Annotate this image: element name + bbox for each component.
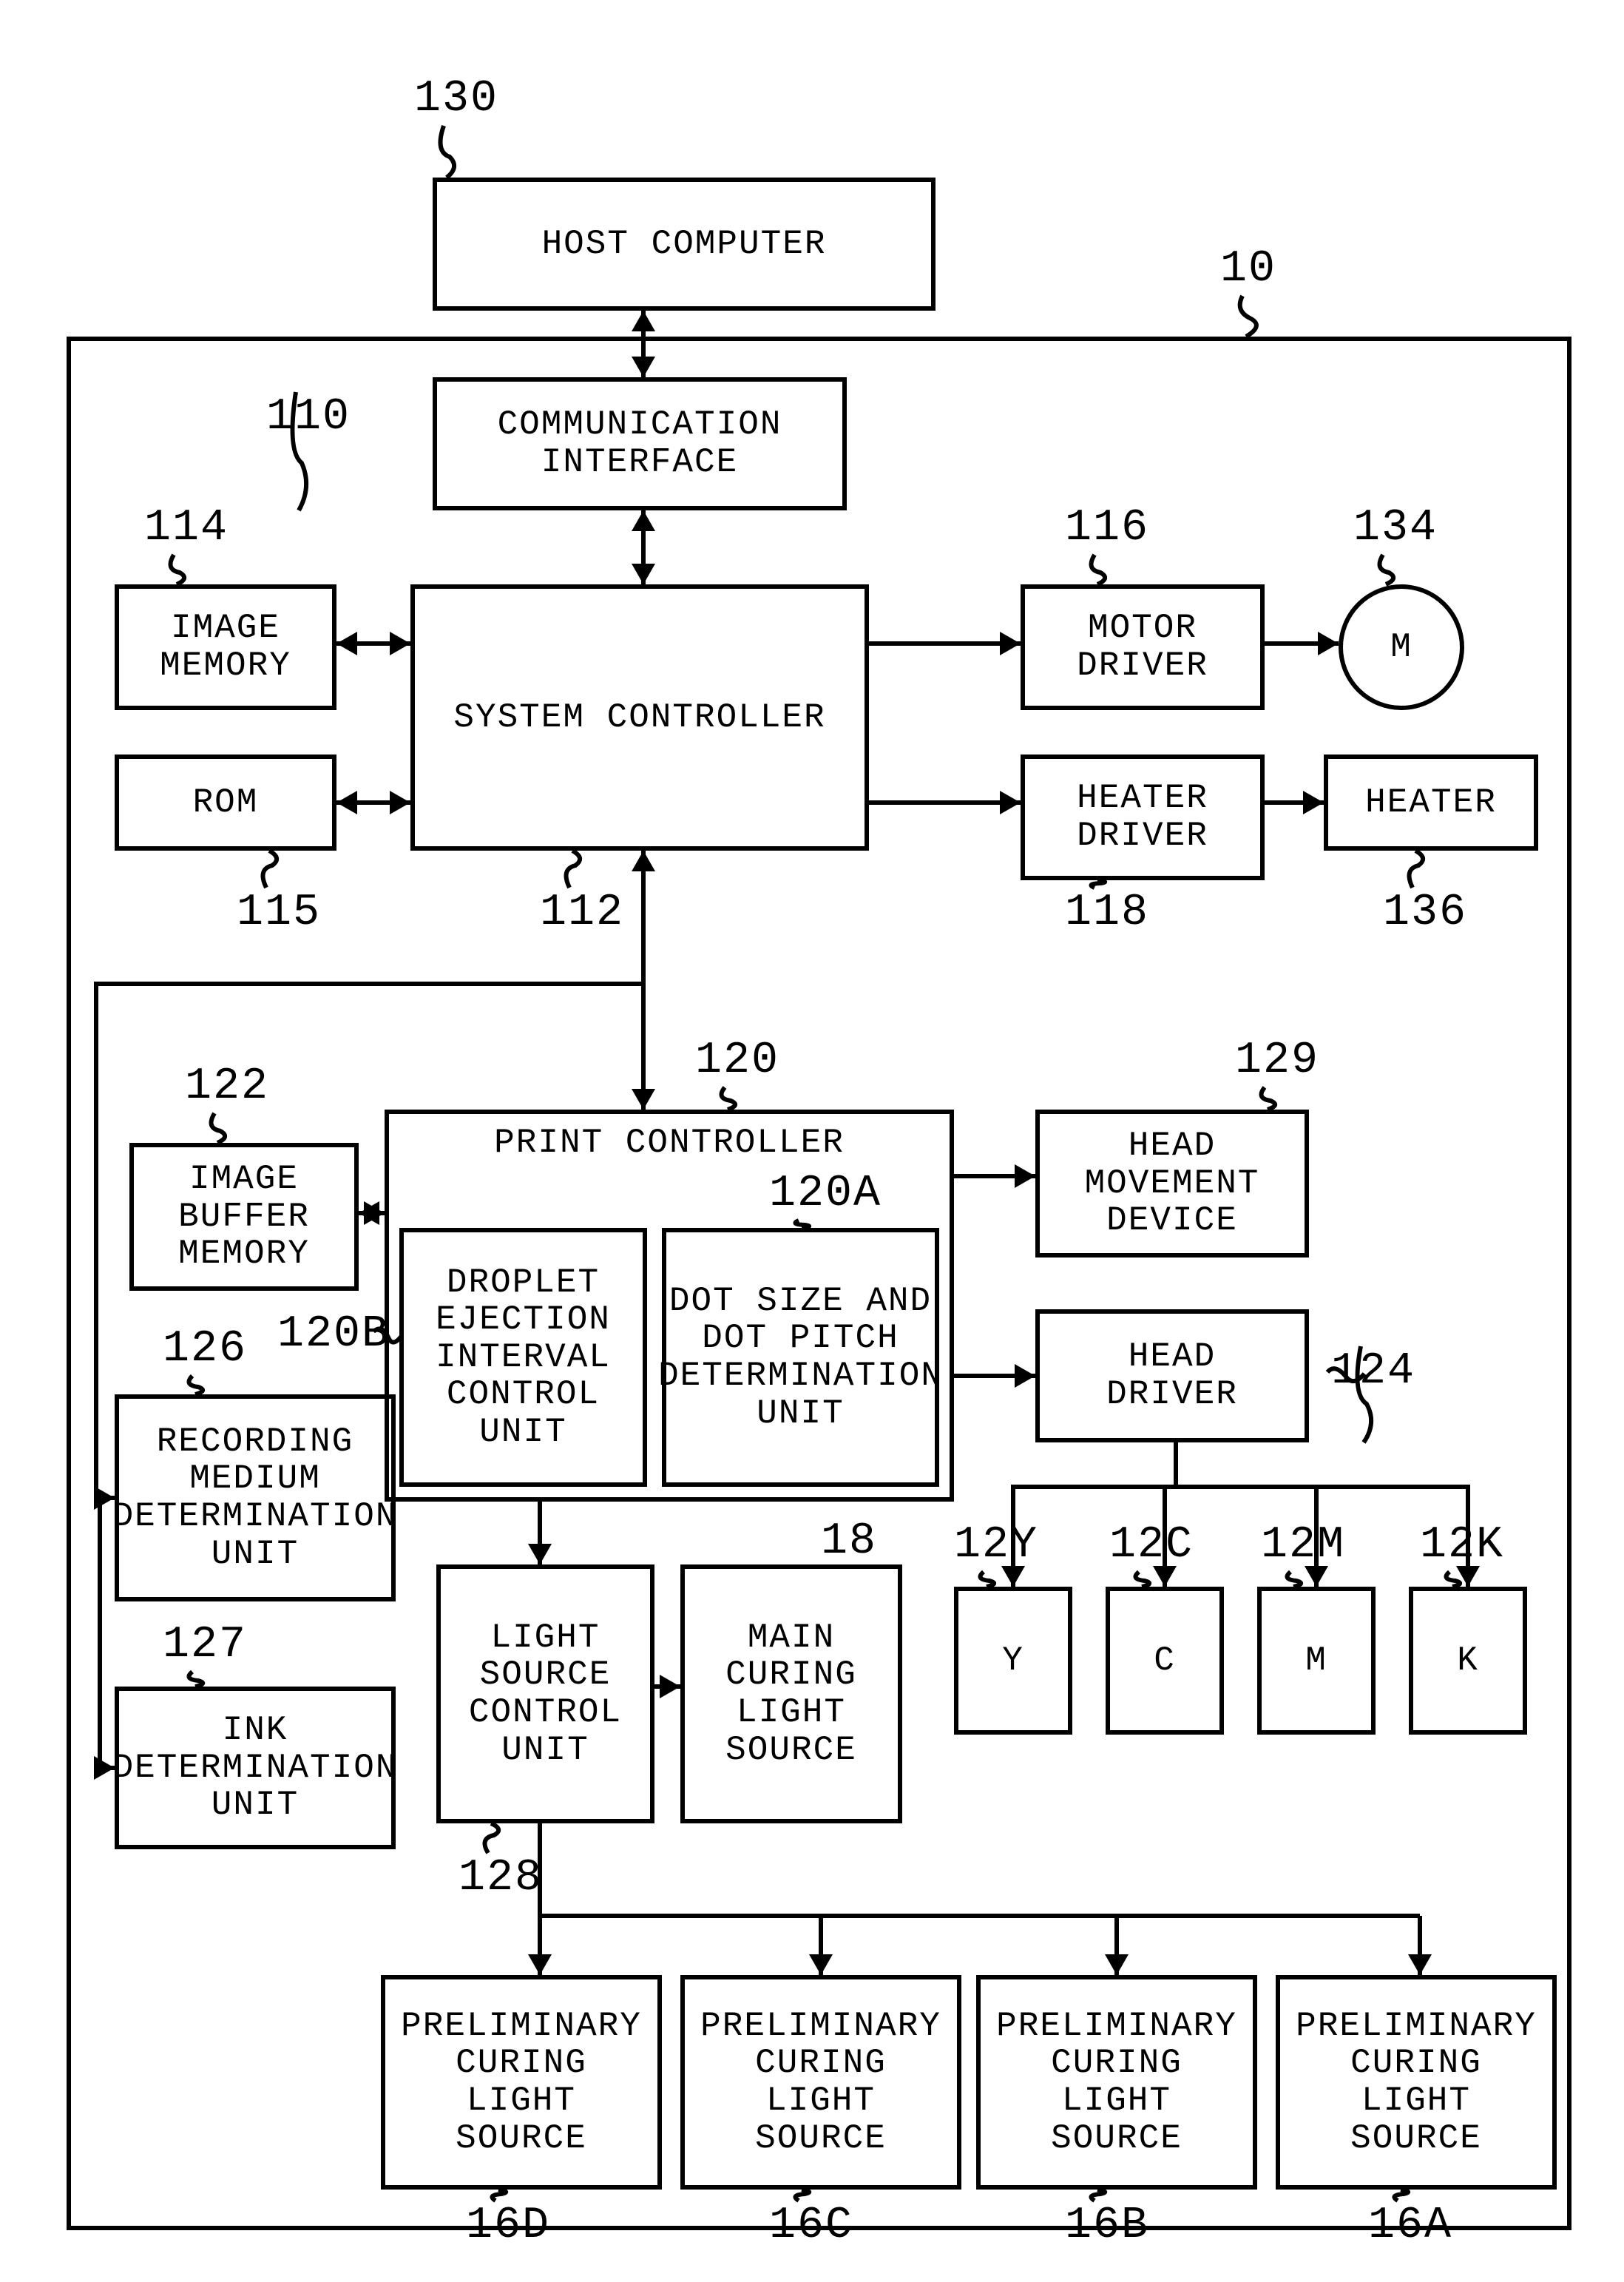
ref-label-head_c: 12C <box>1109 1520 1194 1570</box>
ref-label-droplet_unit: 120B <box>277 1309 390 1360</box>
block-head_k: K <box>1409 1587 1527 1735</box>
block-text-prelim_b: PRELIMINARYCURINGLIGHTSOURCE <box>996 2008 1237 2157</box>
ref-label-prelim_c: 16C <box>769 2201 853 2251</box>
block-text-prelim_a: PRELIMINARYCURINGLIGHTSOURCE <box>1296 2008 1537 2157</box>
ref-label-head_driver: 124 <box>1331 1346 1415 1397</box>
block-head_driver: HEADDRIVER <box>1035 1309 1309 1442</box>
block-text-light_src_ctrl: LIGHTSOURCECONTROLUNIT <box>469 1619 622 1769</box>
block-text-head_c: C <box>1154 1642 1176 1680</box>
block-text-image_buffer: IMAGEBUFFERMEMORY <box>178 1161 310 1273</box>
block-text-head_movement: HEADMOVEMENTDEVICE <box>1085 1127 1260 1240</box>
block-head_movement: HEADMOVEMENTDEVICE <box>1035 1110 1309 1258</box>
block-text-rom: ROM <box>193 784 259 822</box>
block-prelim_c: PRELIMINARYCURINGLIGHTSOURCE <box>680 1975 961 2190</box>
ref-label-heater_driver: 118 <box>1065 888 1149 938</box>
block-text-main_curing: MAINCURINGLIGHTSOURCE <box>725 1619 857 1769</box>
ref-label-heater: 136 <box>1383 888 1467 938</box>
block-text-head_k: K <box>1457 1642 1479 1680</box>
ref-label-head_k: 12K <box>1420 1520 1504 1570</box>
ref-label-comm_interface: 110 <box>266 392 351 442</box>
ref-label-print_controller: 120 <box>695 1036 779 1086</box>
block-text-droplet_unit: DROPLETEJECTIONINTERVALCONTROLUNIT <box>436 1264 611 1451</box>
block-light_src_ctrl: LIGHTSOURCECONTROLUNIT <box>436 1564 654 1823</box>
ref-label-prelim_b: 16B <box>1065 2201 1149 2251</box>
block-ink_unit: INKDETERMINATIONUNIT <box>115 1687 396 1849</box>
ref-label-image_buffer: 122 <box>185 1061 269 1112</box>
ref-label-outer: 10 <box>1220 244 1276 294</box>
block-text-comm_interface: COMMUNICATIONINTERFACE <box>498 406 782 481</box>
ref-label-motor_driver: 116 <box>1065 503 1149 553</box>
block-heater: HEATER <box>1324 755 1538 851</box>
block-heater_driver: HEATERDRIVER <box>1021 755 1265 880</box>
block-text-head_y: Y <box>1002 1642 1024 1680</box>
block-text-heater: HEATER <box>1365 784 1497 822</box>
block-prelim_d: PRELIMINARYCURINGLIGHTSOURCE <box>381 1975 662 2190</box>
block-text-heater_driver: HEATERDRIVER <box>1077 780 1208 854</box>
block-text-system_controller: SYSTEM CONTROLLER <box>453 699 825 737</box>
block-text-image_memory: IMAGEMEMORY <box>160 610 291 684</box>
block-head_c: C <box>1106 1587 1224 1735</box>
block-image_buffer: IMAGEBUFFERMEMORY <box>129 1143 359 1291</box>
block-main_curing: MAINCURINGLIGHTSOURCE <box>680 1564 902 1823</box>
block-dot_unit: DOT SIZE ANDDOT PITCHDETERMINATIONUNIT <box>662 1228 939 1487</box>
block-text-print_controller: PRINT CONTROLLER <box>494 1124 845 1162</box>
block-motor: M <box>1339 584 1464 710</box>
block-head_m: M <box>1257 1587 1376 1735</box>
block-rec_medium_unit: RECORDINGMEDIUMDETERMINATIONUNIT <box>115 1394 396 1601</box>
ref-label-host_computer: 130 <box>414 74 498 124</box>
block-text-motor: M <box>1390 629 1412 666</box>
block-rom: ROM <box>115 755 336 851</box>
block-system_controller: SYSTEM CONTROLLER <box>410 584 869 851</box>
ref-label-system_controller: 112 <box>540 888 624 938</box>
ref-label-head_m: 12M <box>1261 1520 1345 1570</box>
block-text-motor_driver: MOTORDRIVER <box>1077 610 1208 684</box>
block-head_y: Y <box>954 1587 1072 1735</box>
block-text-head_driver: HEADDRIVER <box>1106 1338 1238 1413</box>
ref-label-prelim_d: 16D <box>466 2201 550 2251</box>
ref-label-light_src_ctrl: 128 <box>459 1853 543 1903</box>
ref-label-head_y: 12Y <box>954 1520 1038 1570</box>
ref-label-prelim_a: 16A <box>1368 2201 1452 2251</box>
block-text-ink_unit: INKDETERMINATIONUNIT <box>113 1712 398 1824</box>
block-host_computer: HOST COMPUTER <box>433 178 936 311</box>
block-prelim_b: PRELIMINARYCURINGLIGHTSOURCE <box>976 1975 1257 2190</box>
ref-label-rec_medium_unit: 126 <box>163 1324 247 1374</box>
block-text-prelim_c: PRELIMINARYCURINGLIGHTSOURCE <box>700 2008 941 2157</box>
ref-label-ink_unit: 127 <box>163 1620 247 1670</box>
block-text-rec_medium_unit: RECORDINGMEDIUMDETERMINATIONUNIT <box>113 1423 398 1573</box>
block-text-head_m: M <box>1305 1642 1327 1680</box>
block-text-prelim_d: PRELIMINARYCURINGLIGHTSOURCE <box>401 2008 642 2157</box>
ref-label-main_curing: 18 <box>821 1516 877 1567</box>
block-text-dot_unit: DOT SIZE ANDDOT PITCHDETERMINATIONUNIT <box>658 1283 943 1432</box>
block-droplet_unit: DROPLETEJECTIONINTERVALCONTROLUNIT <box>399 1228 647 1487</box>
block-prelim_a: PRELIMINARYCURINGLIGHTSOURCE <box>1276 1975 1557 2190</box>
block-text-host_computer: HOST COMPUTER <box>542 226 827 263</box>
block-comm_interface: COMMUNICATIONINTERFACE <box>433 377 847 510</box>
diagram-stage: 10 HOST COMPUTER 130 COMMUNICATIONINTERFACE… <box>0 0 1624 2282</box>
block-image_memory: IMAGEMEMORY <box>115 584 336 710</box>
block-motor_driver: MOTORDRIVER <box>1021 584 1265 710</box>
ref-label-image_memory: 114 <box>144 503 229 553</box>
ref-label-head_movement: 129 <box>1235 1036 1319 1086</box>
ref-label-motor: 134 <box>1353 503 1438 553</box>
ref-label-rom: 115 <box>237 888 321 938</box>
